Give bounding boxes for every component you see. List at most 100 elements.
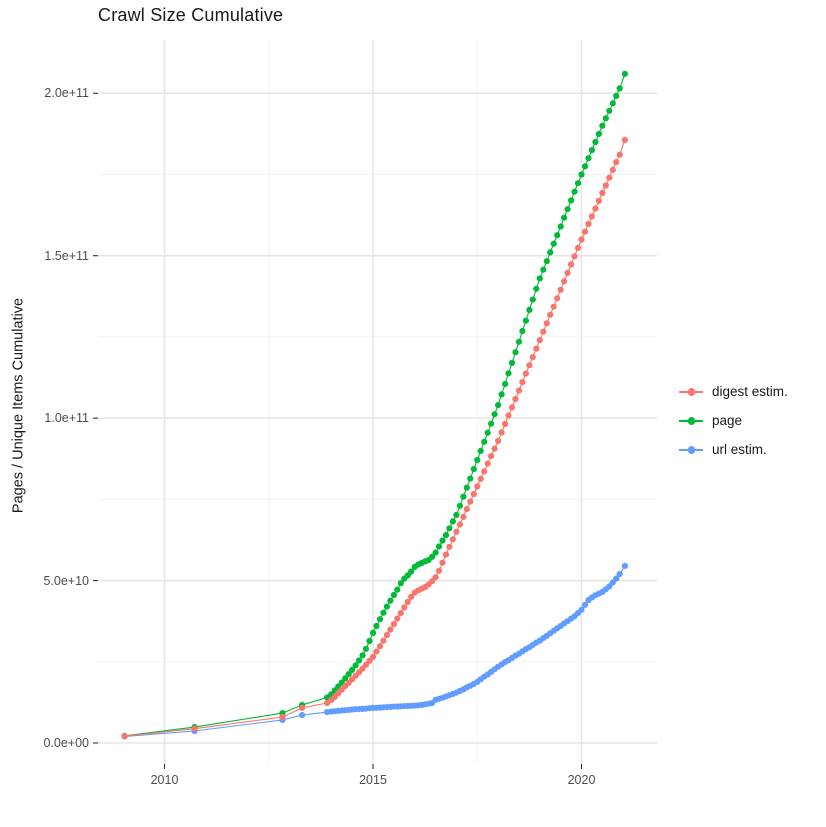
data-point	[397, 610, 404, 617]
data-point	[456, 502, 463, 509]
series-page	[121, 70, 629, 740]
x-tick-label: 2015	[359, 773, 387, 787]
data-point	[526, 306, 533, 313]
data-point	[616, 571, 623, 578]
data-point	[599, 189, 606, 197]
data-point	[592, 138, 599, 146]
data-point	[621, 136, 629, 144]
data-point	[533, 345, 540, 352]
data-point	[574, 180, 582, 187]
data-point	[456, 521, 463, 528]
data-point	[491, 445, 498, 452]
data-point	[460, 513, 467, 521]
data-point	[515, 387, 523, 394]
data-point	[376, 616, 384, 623]
data-point	[121, 733, 128, 740]
data-point	[557, 223, 564, 230]
data-point	[429, 553, 436, 560]
data-point	[359, 652, 366, 659]
data-point	[408, 593, 415, 600]
data-point	[613, 92, 620, 99]
data-point	[602, 182, 609, 189]
data-point	[362, 645, 370, 652]
data-point	[522, 317, 530, 324]
data-point	[491, 411, 498, 418]
data-point	[495, 402, 502, 409]
data-point	[536, 337, 543, 344]
x-tick-label: 2020	[567, 773, 596, 787]
legend-label: page	[712, 413, 743, 428]
series-url-estim	[121, 562, 629, 740]
data-point	[495, 437, 502, 444]
data-point	[401, 604, 408, 611]
data-point	[554, 232, 561, 239]
data-point	[498, 391, 505, 398]
data-point	[550, 303, 557, 310]
data-point	[345, 671, 352, 678]
data-point	[376, 643, 384, 650]
gridlines-major	[98, 40, 657, 764]
data-point	[390, 621, 397, 628]
data-point	[373, 648, 380, 655]
data-point	[564, 269, 571, 276]
data-point	[595, 130, 603, 137]
data-point	[512, 349, 519, 356]
data-point	[484, 460, 491, 467]
data-point	[554, 295, 561, 302]
data-point	[449, 536, 456, 543]
data-point	[408, 568, 415, 575]
data-point	[592, 205, 599, 212]
legend-key-page-icon	[678, 414, 704, 428]
data-point	[397, 580, 404, 587]
series-digest-estim	[121, 136, 629, 740]
data-point	[578, 236, 585, 243]
data-point	[463, 506, 470, 513]
data-point	[442, 532, 450, 539]
data-point	[394, 615, 401, 622]
data-point	[505, 412, 512, 419]
data-point	[446, 525, 453, 532]
data-point	[609, 166, 616, 173]
data-point	[547, 311, 554, 318]
data-point	[502, 380, 509, 388]
data-point	[366, 637, 373, 645]
data-point	[488, 420, 495, 427]
data-point	[543, 320, 550, 327]
data-point	[595, 197, 603, 204]
data-point	[540, 266, 547, 273]
data-point	[529, 296, 536, 303]
data-point	[470, 466, 477, 473]
data-point	[279, 713, 286, 721]
data-point	[585, 155, 592, 162]
data-point	[616, 85, 623, 92]
data-point	[442, 551, 450, 558]
data-point	[390, 591, 397, 599]
data-point	[453, 528, 460, 535]
data-point	[404, 598, 411, 606]
data-point	[453, 511, 460, 518]
data-point	[432, 549, 439, 556]
data-point	[299, 704, 306, 712]
data-point	[536, 275, 543, 282]
data-point	[352, 662, 359, 669]
data-point	[463, 484, 470, 491]
data-point	[191, 725, 198, 732]
data-point	[380, 637, 387, 644]
data-point	[588, 147, 596, 154]
data-point	[488, 453, 495, 460]
data-point	[522, 370, 530, 377]
data-point	[470, 491, 477, 498]
data-point	[484, 429, 491, 436]
data-point	[588, 213, 596, 220]
data-point	[564, 206, 571, 213]
data-point	[599, 122, 606, 129]
data-point	[550, 240, 557, 247]
data-point	[529, 354, 536, 361]
data-point	[477, 447, 484, 454]
data-point	[299, 712, 306, 719]
data-point	[571, 253, 578, 260]
data-point	[387, 597, 394, 604]
data-point	[602, 115, 609, 122]
data-point	[474, 483, 481, 490]
